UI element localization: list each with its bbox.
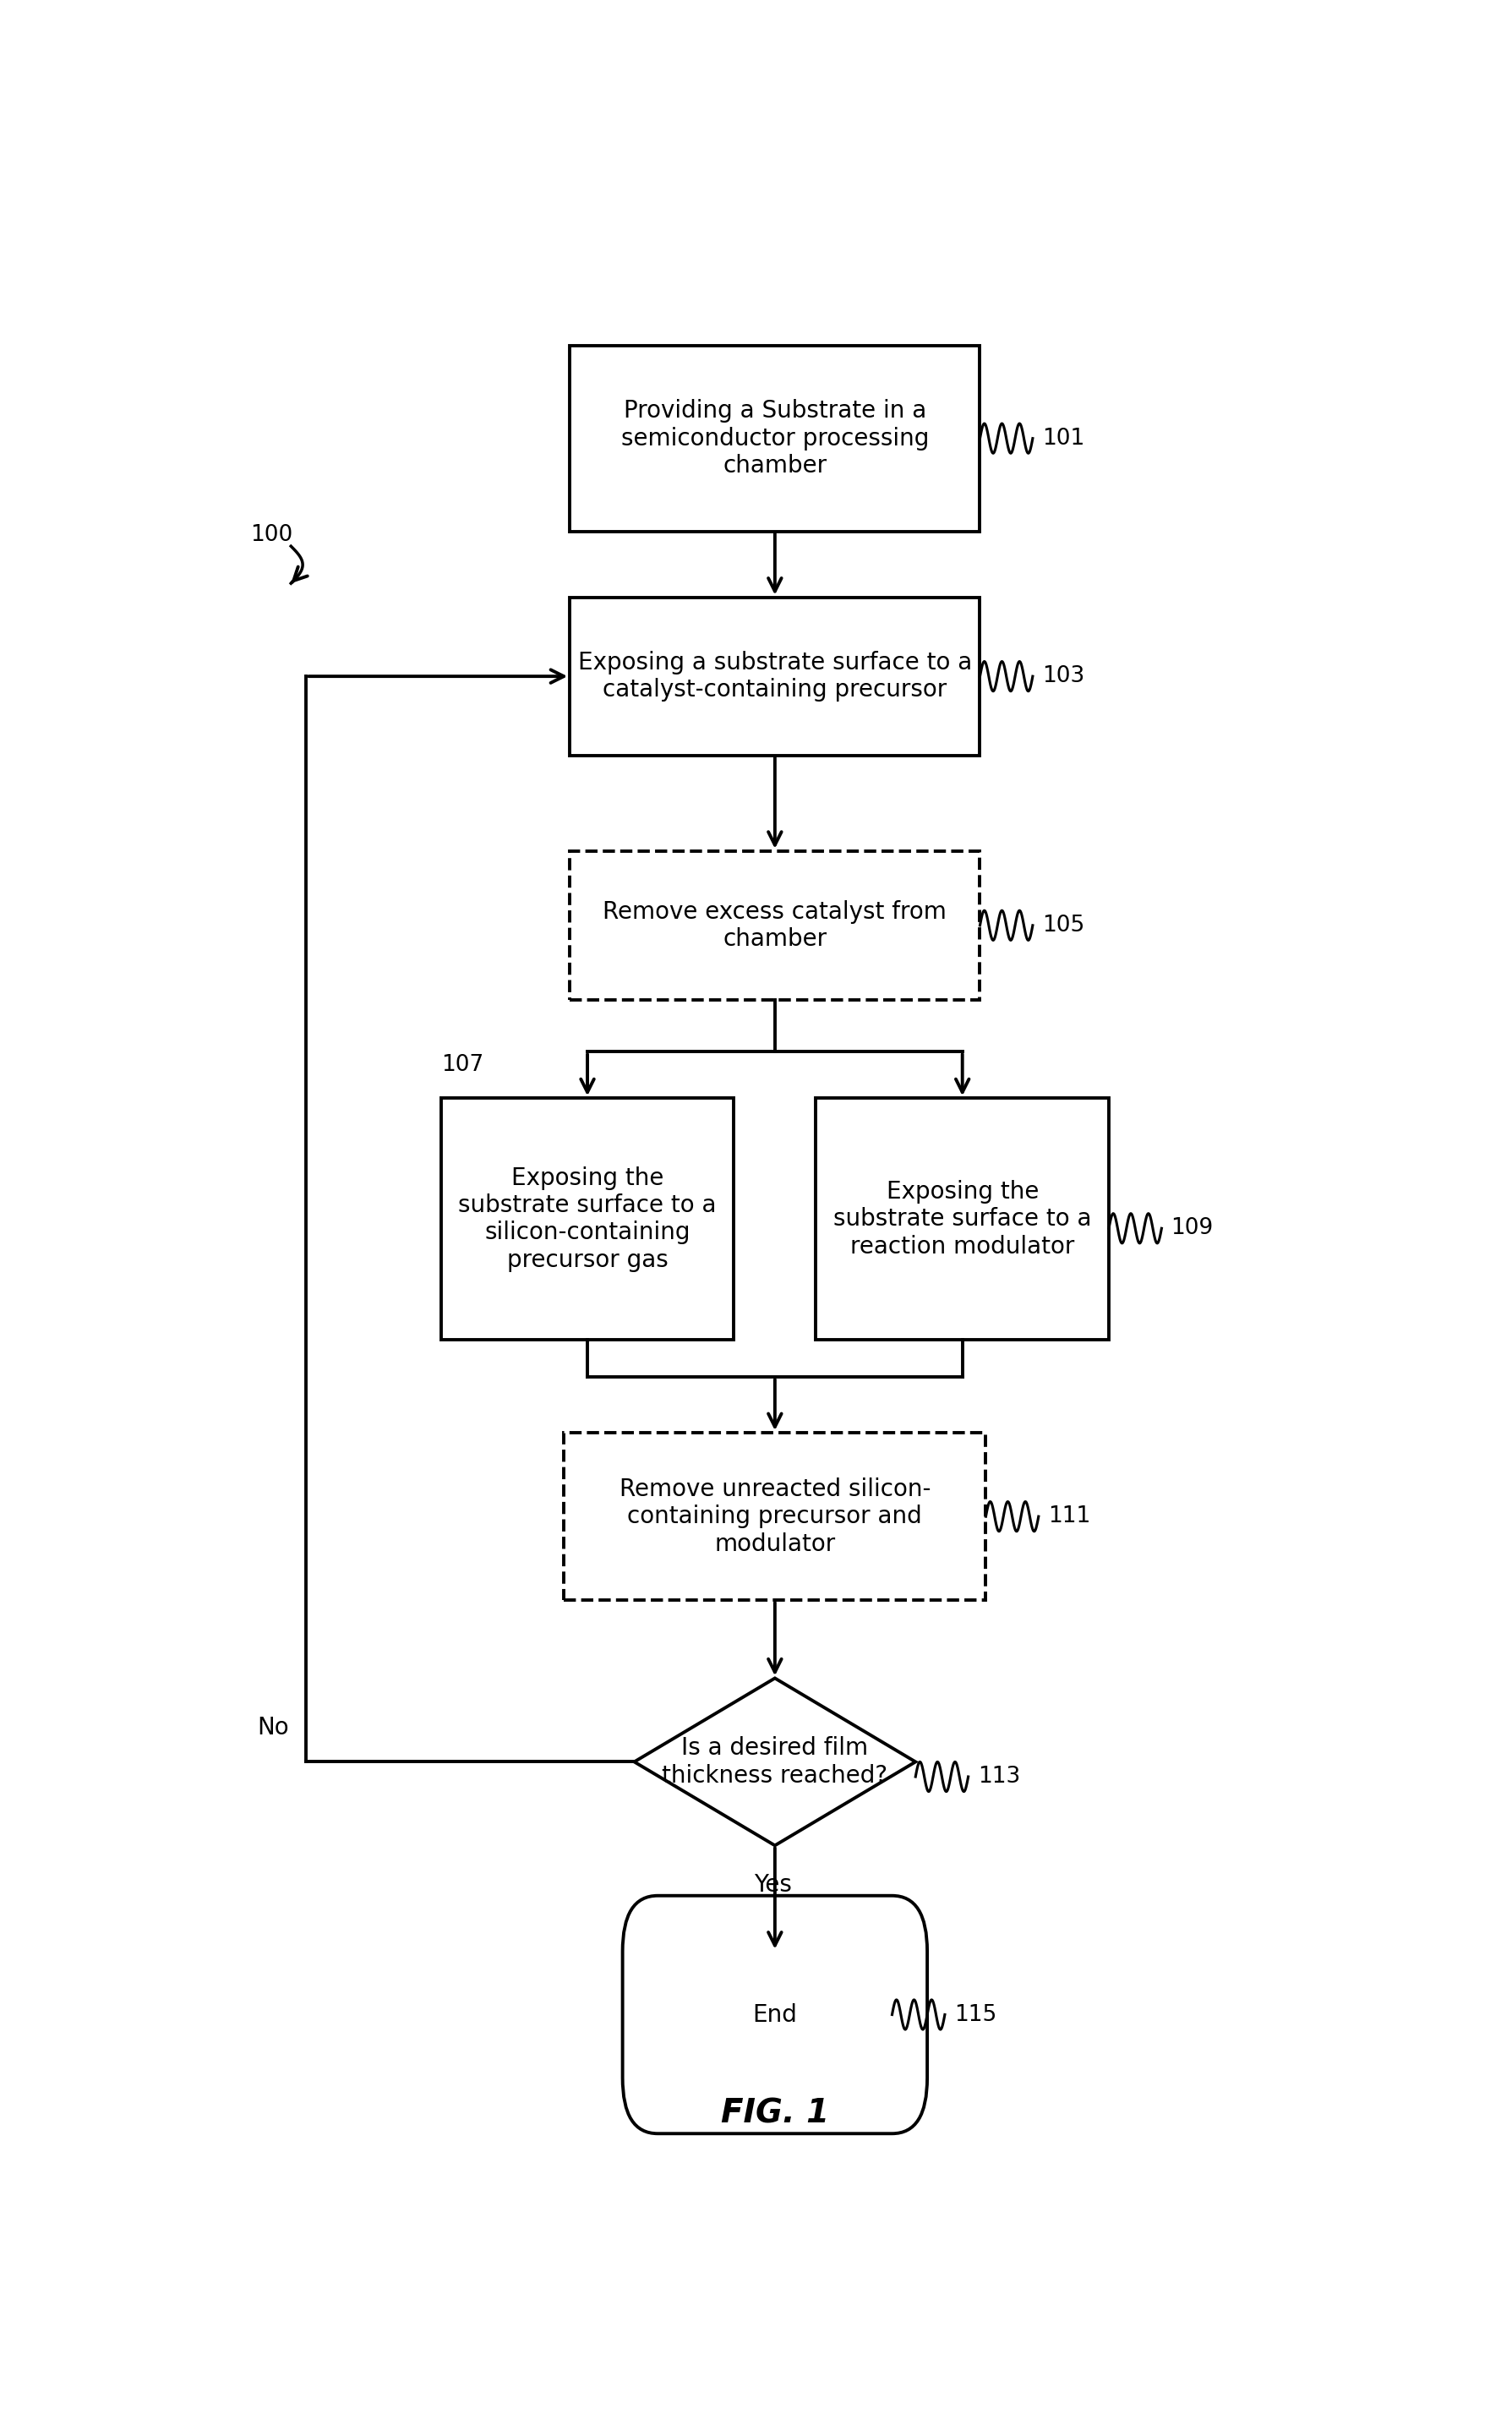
- FancyBboxPatch shape: [816, 1098, 1108, 1340]
- Text: Exposing the
substrate surface to a
silicon-containing
precursor gas: Exposing the substrate surface to a sili…: [458, 1166, 717, 1272]
- FancyBboxPatch shape: [570, 596, 980, 756]
- Text: 109: 109: [1170, 1217, 1214, 1238]
- Text: 111: 111: [1048, 1506, 1090, 1528]
- Text: 115: 115: [954, 2004, 996, 2025]
- FancyBboxPatch shape: [570, 852, 980, 999]
- Text: Is a desired film
thickness reached?: Is a desired film thickness reached?: [662, 1736, 888, 1786]
- Text: 107: 107: [442, 1055, 484, 1077]
- Text: No: No: [257, 1716, 289, 1740]
- FancyBboxPatch shape: [564, 1434, 986, 1600]
- Text: Providing a Substrate in a
semiconductor processing
chamber: Providing a Substrate in a semiconductor…: [621, 398, 928, 478]
- Text: 100: 100: [249, 524, 292, 546]
- Text: 103: 103: [1042, 666, 1084, 688]
- FancyBboxPatch shape: [623, 1895, 927, 2134]
- Text: FIG. 1: FIG. 1: [721, 2098, 829, 2129]
- FancyBboxPatch shape: [442, 1098, 733, 1340]
- Text: Yes: Yes: [753, 1873, 791, 1897]
- FancyBboxPatch shape: [570, 345, 980, 531]
- Text: 113: 113: [978, 1765, 1021, 1789]
- Text: 105: 105: [1042, 915, 1084, 937]
- Text: Remove excess catalyst from
chamber: Remove excess catalyst from chamber: [603, 900, 947, 951]
- Text: Remove unreacted silicon-
containing precursor and
modulator: Remove unreacted silicon- containing pre…: [620, 1477, 930, 1555]
- Text: End: End: [753, 2004, 797, 2025]
- Text: 101: 101: [1042, 427, 1084, 449]
- Polygon shape: [635, 1678, 916, 1844]
- Text: Exposing the
substrate surface to a
reaction modulator: Exposing the substrate surface to a reac…: [833, 1180, 1092, 1258]
- Text: Exposing a substrate surface to a
catalyst-containing precursor: Exposing a substrate surface to a cataly…: [578, 652, 972, 702]
